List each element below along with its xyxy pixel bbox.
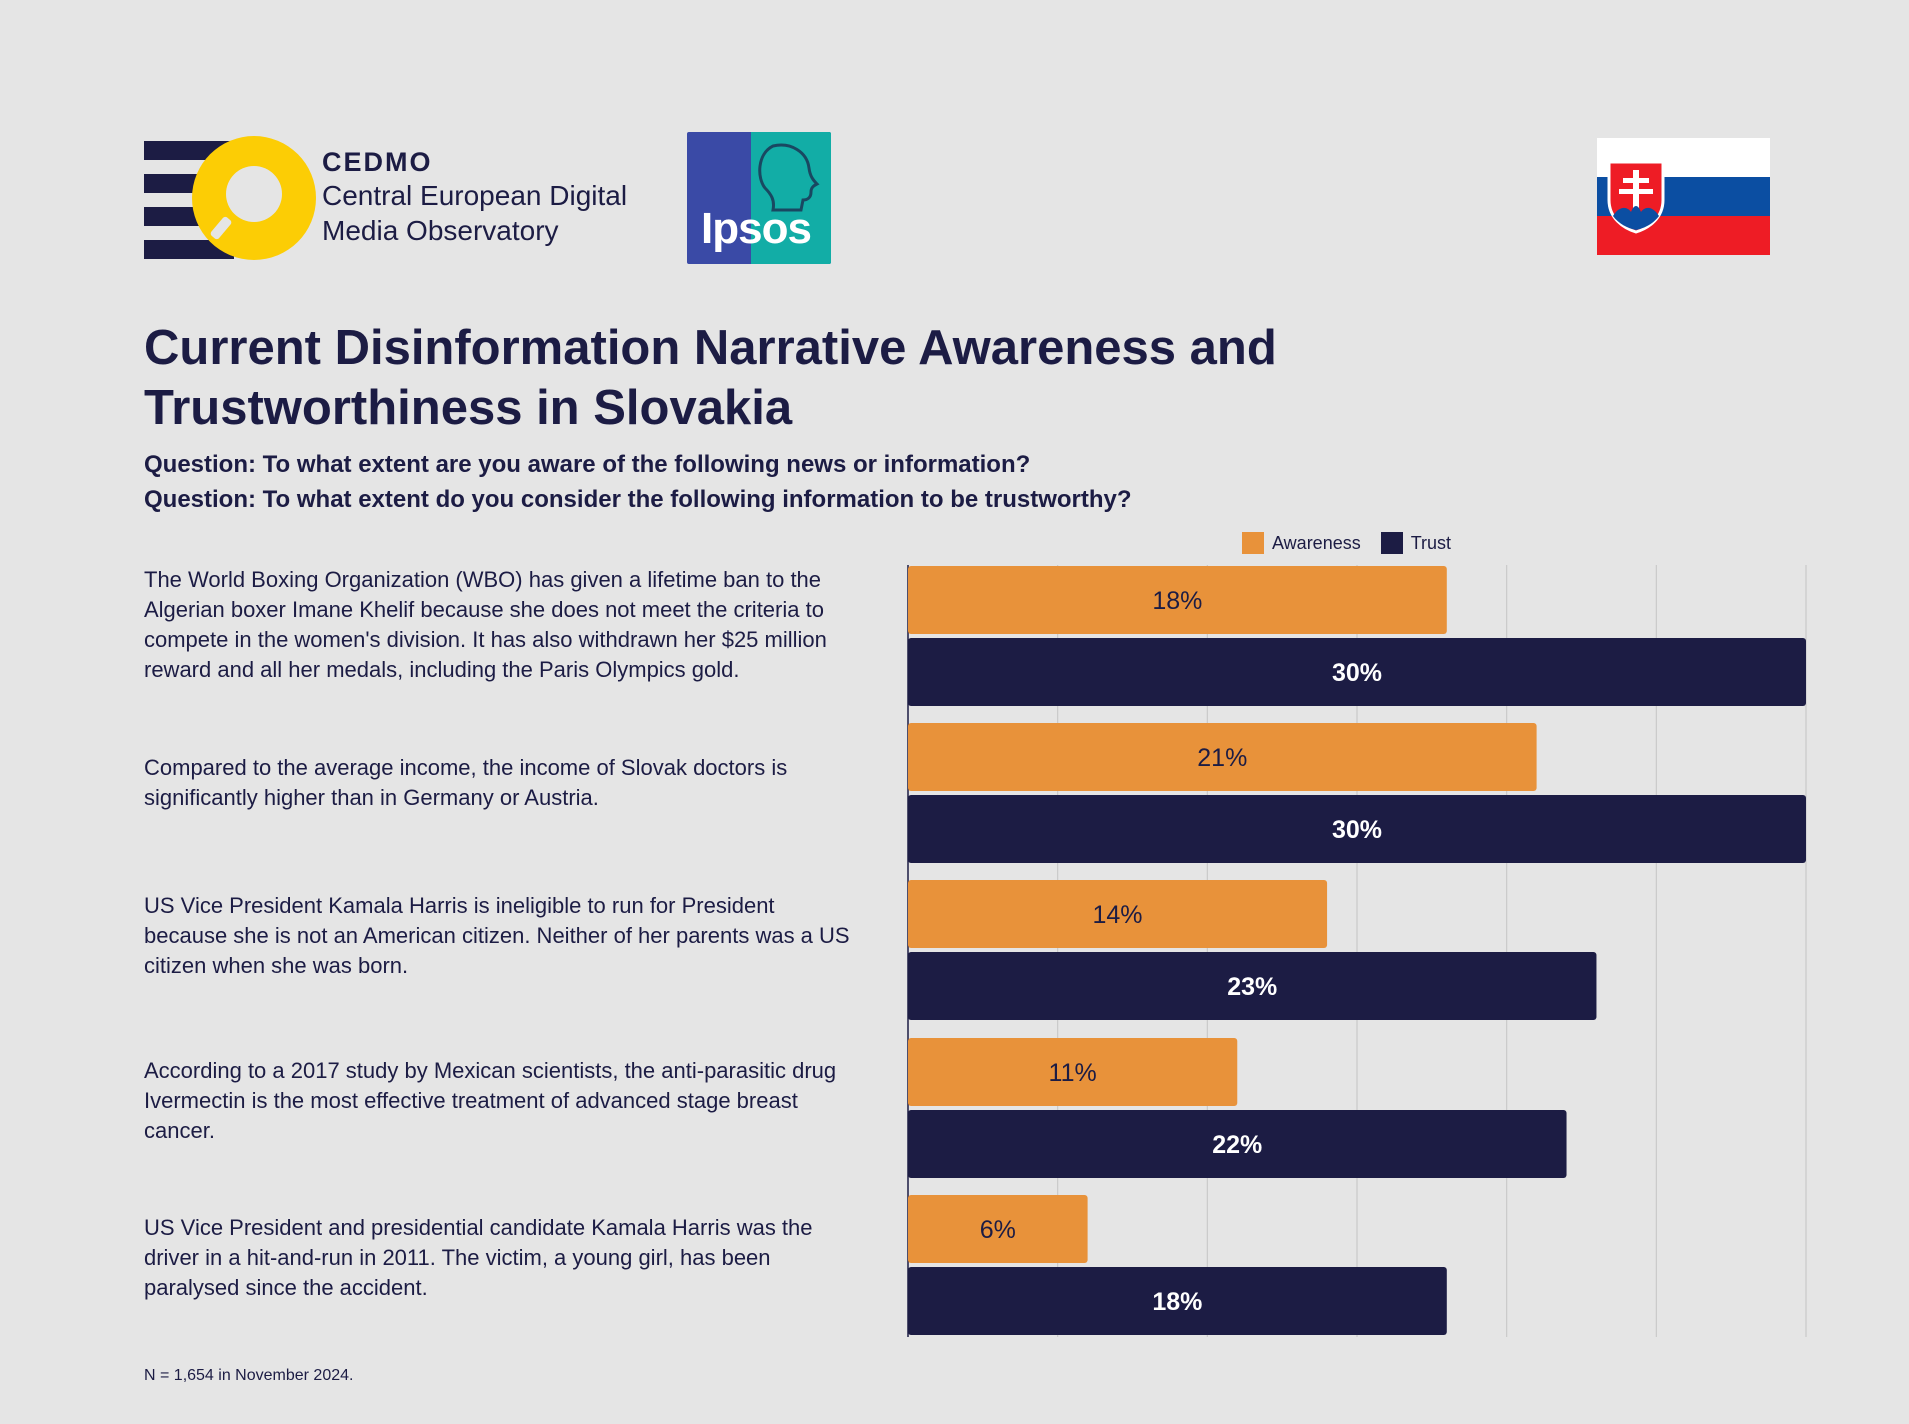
statement-harris-citizenship: US Vice President Kamala Harris is ineli…	[144, 893, 850, 978]
ipsos-wordmark: Ipsos	[701, 204, 812, 253]
bar-label-awareness-4: 11%	[1049, 1059, 1097, 1087]
bar-trust-5	[908, 1267, 1447, 1335]
legend-swatch-awareness	[1242, 532, 1264, 554]
bar-awareness-3	[908, 880, 1328, 948]
legend-label-trust: Trust	[1410, 532, 1452, 553]
page-title: Current Disinformation Narrative Awarene…	[144, 321, 1277, 435]
magnifier-icon	[192, 136, 316, 260]
legend: Awareness Trust	[1242, 531, 1451, 555]
bar-label-awareness-3: 14%	[1093, 901, 1143, 929]
bar-awareness-2	[908, 723, 1537, 791]
bar-label-awareness-1: 18%	[1152, 587, 1202, 615]
statement-ivermectin-cancer: According to a 2017 study by Mexican sci…	[144, 1058, 837, 1143]
cedmo-subtitle-line1: Central European Digital	[322, 180, 628, 211]
question-awareness: Question: To what extent are you aware o…	[144, 451, 1031, 478]
bar-label-awareness-2: 21%	[1197, 744, 1247, 772]
bar-trust-4	[908, 1110, 1567, 1178]
question-trust: Question: To what extent do you consider…	[144, 486, 1132, 513]
bar-label-trust-4: 22%	[1212, 1131, 1262, 1159]
cedmo-logo: CEDMO Central European Digital Media Obs…	[144, 136, 644, 264]
cedmo-subtitle-line2: Media Observatory	[322, 215, 559, 246]
bar-trust-3	[908, 952, 1597, 1020]
statement-slovak-doctors-income: Compared to the average income, the inco…	[144, 755, 788, 810]
cedmo-brand: CEDMO	[322, 147, 433, 177]
bar-awareness-1	[908, 566, 1447, 634]
footnote: N = 1,654 in November 2024.	[144, 1367, 354, 1384]
bar-awareness-5	[908, 1195, 1088, 1263]
bar-label-trust-3: 23%	[1227, 973, 1277, 1001]
chart-bars: 18% 30% 21% 30% 14% 23% 11% 22% 6% 18%	[908, 566, 1806, 1335]
bar-label-awareness-5: 6%	[980, 1216, 1016, 1244]
bar-trust-2	[908, 795, 1806, 863]
slovakia-flag-icon	[1597, 138, 1770, 255]
legend-label-awareness: Awareness	[1272, 532, 1361, 553]
statement-wbo-khelif: The World Boxing Organization (WBO) has …	[144, 567, 827, 682]
ipsos-logo: Ipsos	[687, 132, 831, 264]
legend-swatch-trust	[1380, 532, 1403, 554]
bar-label-trust-5: 18%	[1152, 1288, 1202, 1316]
bar-trust-1	[908, 638, 1806, 706]
coat-of-arms-icon	[1607, 160, 1665, 234]
statement-harris-hit-and-run: US Vice President and presidential candi…	[144, 1215, 813, 1300]
profile-head-icon	[758, 143, 820, 212]
bar-label-trust-1: 30%	[1332, 659, 1382, 687]
bar-label-trust-2: 30%	[1332, 816, 1382, 844]
bar-awareness-4	[908, 1038, 1238, 1106]
